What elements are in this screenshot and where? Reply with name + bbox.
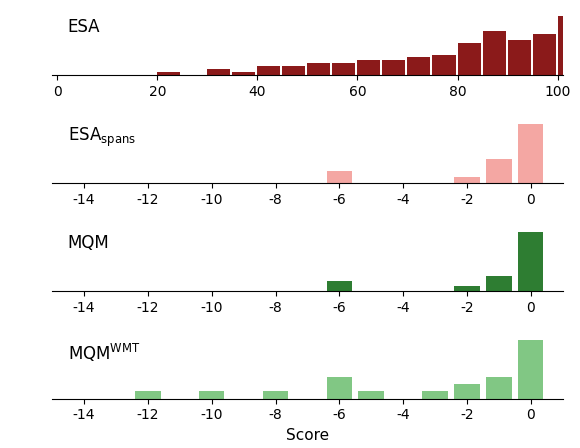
- Bar: [454, 286, 480, 291]
- Bar: [332, 63, 356, 75]
- Text: MQM$^{\mathrm{WMT}}$: MQM$^{\mathrm{WMT}}$: [67, 342, 140, 364]
- Bar: [486, 377, 512, 399]
- Bar: [258, 66, 280, 75]
- Text: MQM: MQM: [67, 234, 109, 252]
- Bar: [433, 55, 455, 75]
- Bar: [307, 63, 331, 75]
- Bar: [454, 177, 480, 183]
- Bar: [422, 392, 448, 399]
- Bar: [382, 60, 405, 75]
- Bar: [358, 392, 384, 399]
- Bar: [408, 57, 430, 75]
- Bar: [135, 392, 161, 399]
- Bar: [157, 72, 180, 75]
- Bar: [263, 392, 288, 399]
- Bar: [327, 281, 352, 291]
- Bar: [483, 31, 506, 75]
- Bar: [508, 40, 531, 75]
- Bar: [518, 340, 543, 399]
- X-axis label: Score: Score: [286, 428, 329, 443]
- Bar: [199, 392, 224, 399]
- Bar: [518, 124, 543, 183]
- Bar: [518, 232, 543, 291]
- Bar: [486, 159, 512, 183]
- Bar: [327, 377, 352, 399]
- Text: ESA: ESA: [67, 18, 100, 36]
- Bar: [233, 72, 255, 75]
- Bar: [458, 43, 481, 75]
- Text: ESA$_{\mathrm{spans}}$: ESA$_{\mathrm{spans}}$: [67, 126, 136, 150]
- Bar: [532, 34, 556, 75]
- Bar: [454, 384, 480, 399]
- Bar: [357, 60, 380, 75]
- Bar: [557, 17, 580, 75]
- Bar: [327, 171, 352, 183]
- Bar: [486, 276, 512, 291]
- Bar: [282, 66, 306, 75]
- Bar: [207, 69, 230, 75]
